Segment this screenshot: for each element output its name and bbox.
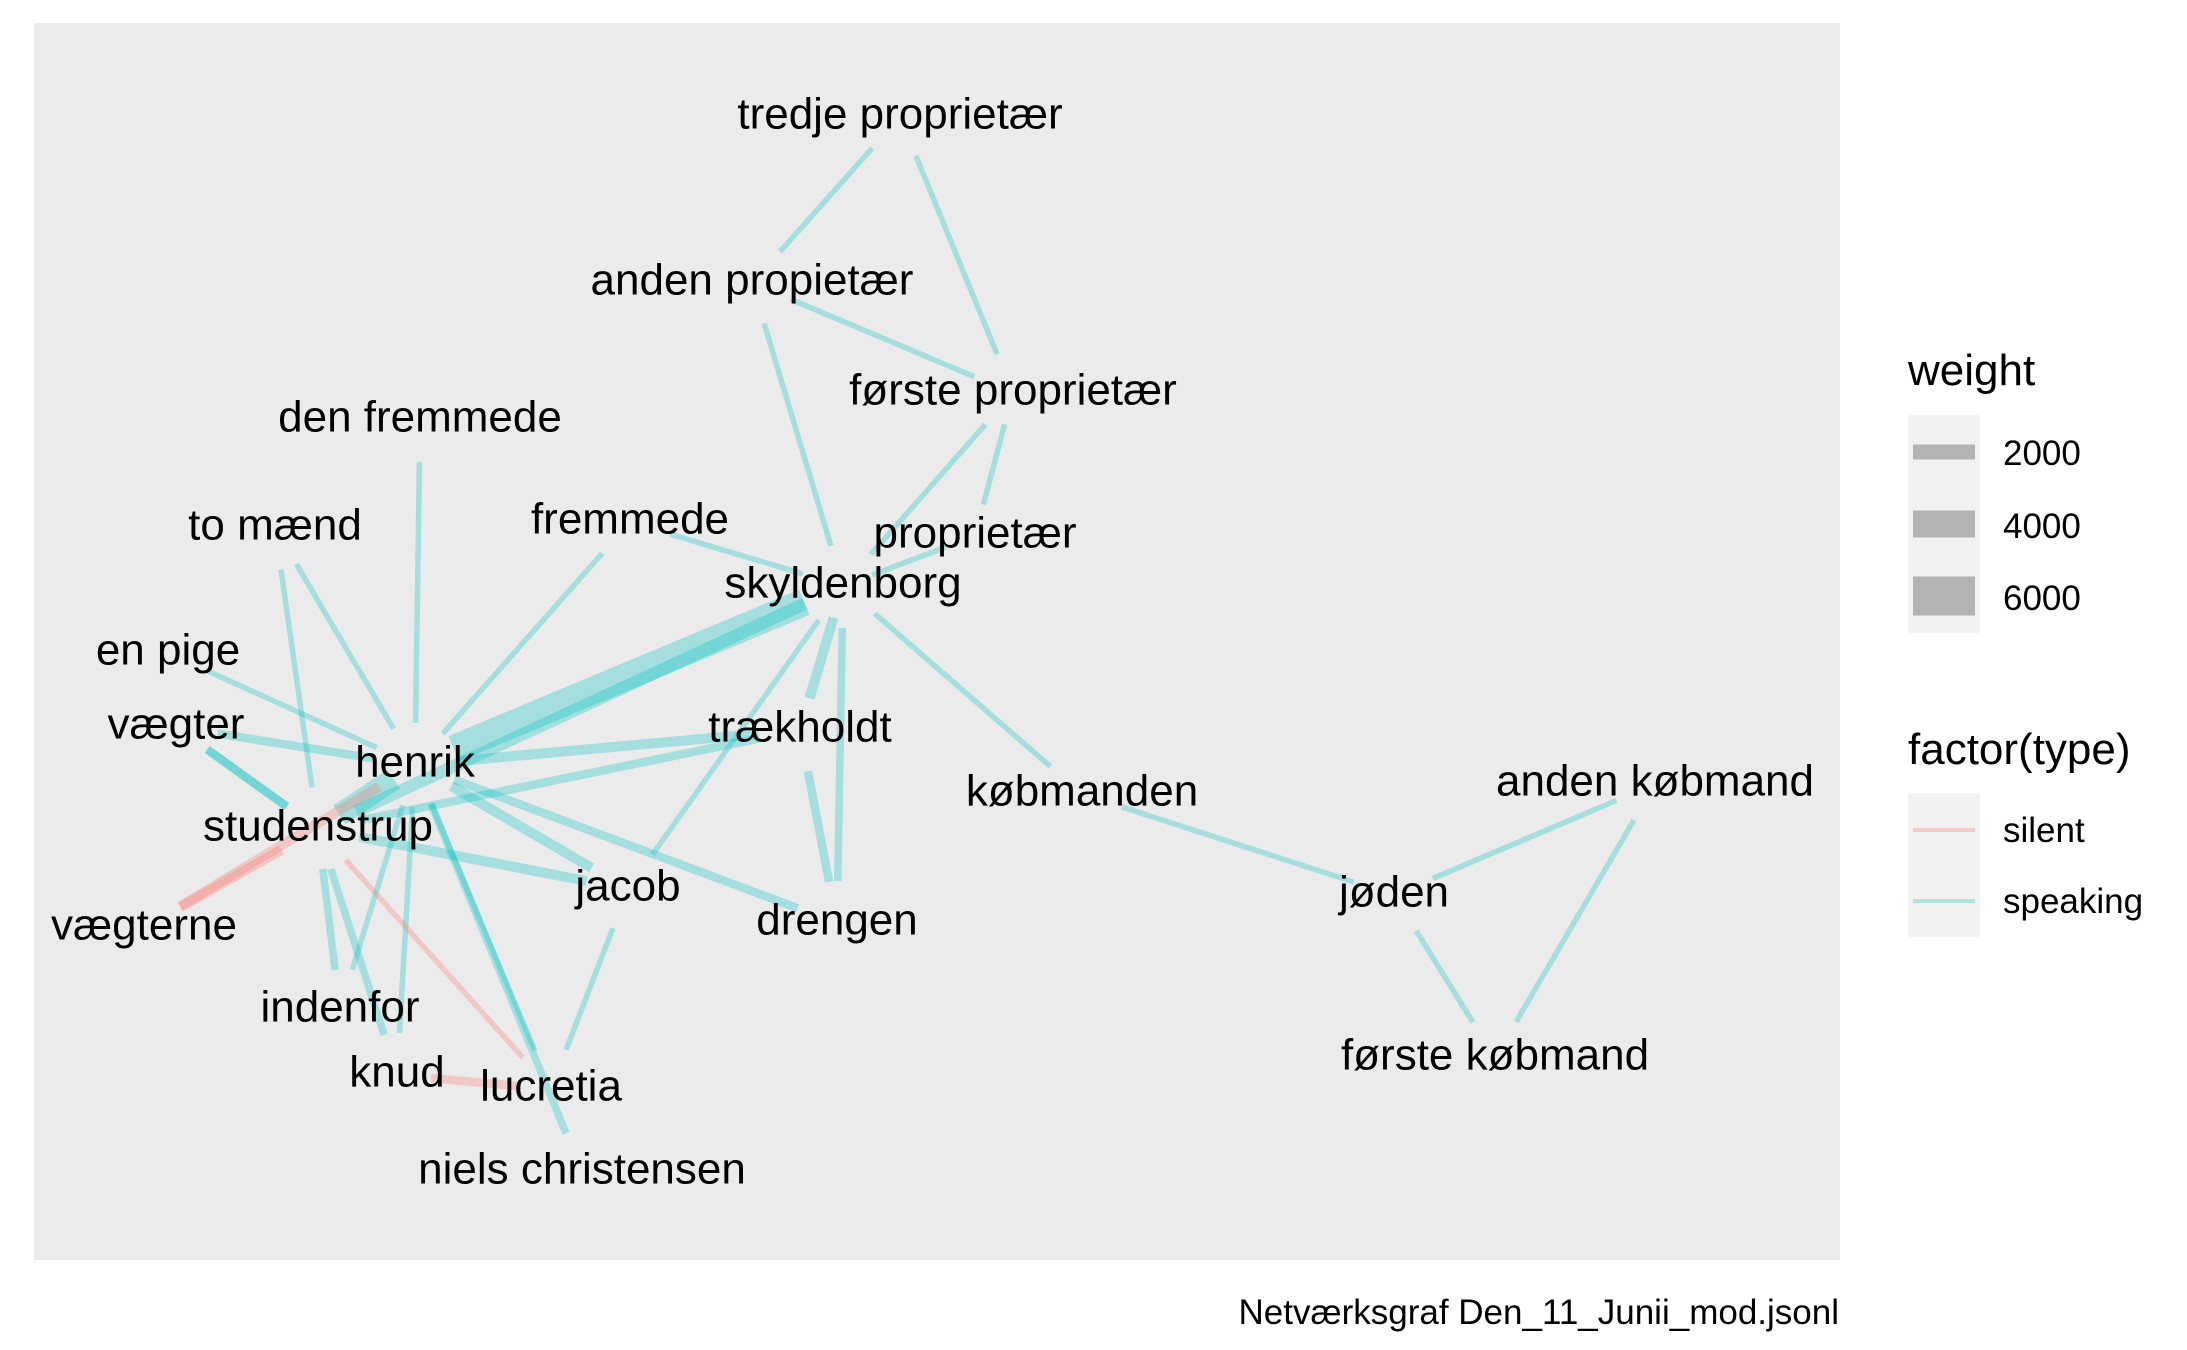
node-label-anden_propietaer: anden propietær xyxy=(591,256,914,305)
legend-weight-label-4000: 4000 xyxy=(2003,507,2081,546)
edge-traekholdt-drengen xyxy=(803,770,834,883)
plot-panel xyxy=(34,23,1840,1260)
legend-weight-title: weight xyxy=(1907,346,2035,395)
node-label-vaegterne: vægterne xyxy=(51,901,237,950)
legend-type-key-background xyxy=(1908,793,1980,937)
legend-weight-key-4000 xyxy=(1913,510,1975,538)
edge-skyldenborg-drengen xyxy=(833,627,847,882)
edge-proprietaer-skyldenborg xyxy=(871,544,947,578)
node-label-indenfor: indenfor xyxy=(260,983,419,1032)
node-label-proprietaer: proprietær xyxy=(874,509,1077,558)
edge-skyldenborg-traekholdt xyxy=(804,616,839,700)
node-label-tredje_proprietaer: tredje proprietær xyxy=(737,90,1062,139)
edge-studenstrup-jacob xyxy=(358,832,588,886)
node-label-drengen: drengen xyxy=(756,896,917,945)
node-label-joden: jøden xyxy=(1337,868,1449,917)
edges-layer xyxy=(177,146,1637,1135)
edge-den_fremmede-henrik xyxy=(412,461,423,724)
edge-joden-anden_kobmand xyxy=(1431,797,1618,882)
node-label-traekholdt: trækholdt xyxy=(708,703,891,752)
edge-tredje_proprietaer-forste_proprietaer xyxy=(913,154,1000,356)
edge-vaegter-studenstrup xyxy=(204,745,290,811)
node-label-en_pige: en pige xyxy=(96,626,240,675)
node-label-anden_kobmand: anden købmand xyxy=(1496,757,1814,806)
edge-anden_kobmand-forste_kobmand xyxy=(1513,818,1637,1024)
node-label-kobmanden: købmanden xyxy=(966,767,1198,816)
node-label-to_maend: to mænd xyxy=(188,501,362,550)
node-label-skyldenborg: skyldenborg xyxy=(724,559,961,608)
legend-weight-keys xyxy=(1913,444,1975,616)
edge-traekholdt-studenstrup xyxy=(358,734,760,825)
legend-type-label-silent: silent xyxy=(2003,811,2085,850)
edge-jacob-lucretia xyxy=(563,927,616,1051)
edge-joden-forste_kobmand xyxy=(1413,929,1476,1024)
legend-weight-label-2000: 2000 xyxy=(2003,434,2081,473)
edge-vaegter-henrik xyxy=(216,729,375,763)
edge-studenstrup-vaegterne xyxy=(178,845,284,912)
edge-forste_proprietaer-skyldenborg xyxy=(868,422,988,557)
legend-weight-key-6000 xyxy=(1913,576,1975,616)
edge-forste_proprietaer-proprietaer xyxy=(980,423,1008,506)
node-label-fremmede: fremmede xyxy=(531,495,729,544)
node-label-henrik: henrik xyxy=(355,738,476,787)
edge-studenstrup-indenfor xyxy=(319,868,339,971)
legend-weight-label-6000: 6000 xyxy=(2003,579,2081,618)
edge-henrik-lucretia xyxy=(428,802,538,1052)
edge-fremmede-skyldenborg xyxy=(669,531,804,577)
node-label-forste_kobmand: første købmand xyxy=(1341,1031,1649,1080)
edge-en_pige-henrik xyxy=(205,667,378,751)
edge-kobmanden-joden xyxy=(1121,804,1355,885)
edge-henrik-jacob xyxy=(448,781,595,873)
edge-henrik-niels_christensen xyxy=(427,802,570,1135)
node-label-knud: knud xyxy=(349,1048,444,1097)
node-label-den_fremmede: den fremmede xyxy=(278,393,562,442)
edge-skyldenborg-jacob xyxy=(650,618,821,857)
legend: weight 2000 4000 6000 factor(type) silen… xyxy=(1907,346,2143,937)
edge-to_maend-studenstrup xyxy=(278,569,315,788)
edge-henrik-knud xyxy=(396,806,416,1034)
edge-studenstrup-vaegter xyxy=(204,745,290,811)
node-label-studenstrup: studenstrup xyxy=(203,802,433,851)
node-label-jacob: jacob xyxy=(573,862,680,911)
node-label-vaegter: vægter xyxy=(108,700,245,749)
node-labels-layer: tredje proprietær anden propietær første p… xyxy=(51,90,1814,1194)
edge-studenstrup-lucretia xyxy=(343,858,526,1060)
edge-henrik-vaegterne xyxy=(177,782,382,911)
edge-studenstrup-knud xyxy=(327,867,388,1037)
legend-weight-key-2000 xyxy=(1913,444,1975,460)
node-label-niels_christensen: niels christensen xyxy=(418,1145,746,1194)
node-label-lucretia: lucretia xyxy=(480,1062,622,1111)
edge-traekholdt-henrik xyxy=(456,728,759,767)
legend-type-title: factor(type) xyxy=(1908,725,2131,774)
edge-tredje_proprietaer-anden_propietaer xyxy=(777,146,875,254)
edge-skyldenborg-studenstrup xyxy=(353,597,808,818)
edge-henrik-indenfor xyxy=(349,804,406,971)
plot-caption: Netværksgraf Den_11_Junii_mod.jsonl xyxy=(1239,1293,1840,1332)
edge-fremmede-henrik xyxy=(440,551,605,736)
edge-knud-lucretia xyxy=(430,1073,518,1091)
edge-to_maend-henrik xyxy=(293,562,397,731)
edge-anden_propietaer-forste_proprietaer xyxy=(789,296,976,380)
node-label-forste_proprietaer: første proprietær xyxy=(849,366,1177,415)
edge-anden_propietaer-skyldenborg xyxy=(761,322,834,547)
edge-skyldenborg-henrik xyxy=(448,589,810,762)
edge-henrik-studenstrup xyxy=(333,769,400,825)
legend-type-label-speaking: speaking xyxy=(2003,882,2143,921)
edge-skyldenborg-kobmanden xyxy=(872,611,1053,769)
edge-henrik-drengen xyxy=(452,775,800,913)
